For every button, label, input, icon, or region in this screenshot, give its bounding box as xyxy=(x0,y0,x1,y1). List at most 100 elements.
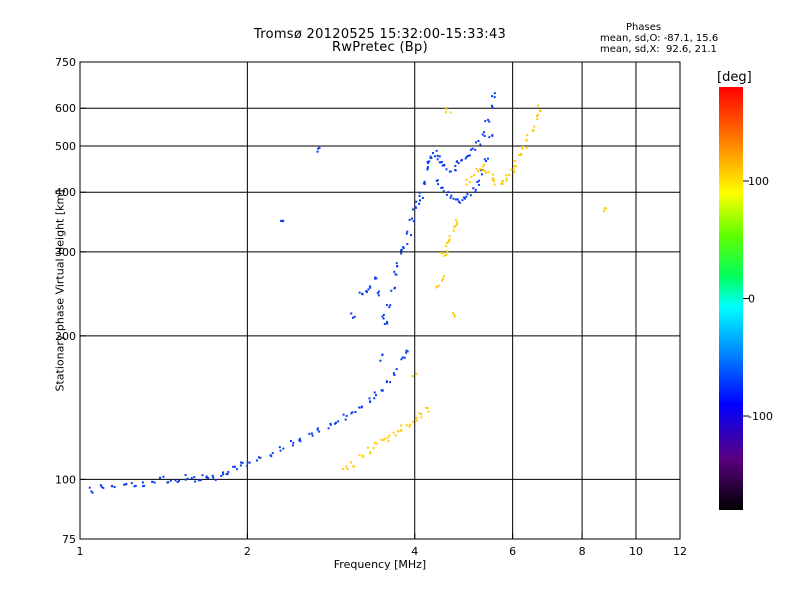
data-point xyxy=(381,389,384,392)
data-point xyxy=(520,152,523,155)
data-point xyxy=(169,479,172,482)
data-point xyxy=(375,442,378,445)
data-point xyxy=(308,432,311,435)
data-point xyxy=(337,420,340,423)
data-point xyxy=(372,447,375,450)
data-point xyxy=(412,220,415,223)
y-tick-labels: 75 100 200 300 400 500 600 750 xyxy=(55,56,86,546)
data-point xyxy=(487,118,490,121)
data-point xyxy=(368,452,371,455)
data-point xyxy=(438,161,441,164)
data-point xyxy=(454,225,457,228)
data-point xyxy=(441,164,444,167)
data-point xyxy=(426,160,429,163)
data-point xyxy=(448,238,451,241)
data-point xyxy=(508,173,511,176)
phases-heading: Phases xyxy=(626,22,662,33)
data-point xyxy=(510,168,513,171)
data-point xyxy=(465,195,468,198)
colorbar-tick-label: -100 xyxy=(748,410,773,423)
data-point xyxy=(246,461,249,464)
x-axis-label: Frequency [MHz] xyxy=(333,558,427,571)
data-point xyxy=(358,454,361,457)
data-point xyxy=(299,440,302,443)
data-point xyxy=(298,439,301,442)
colorbar-unit: [deg] xyxy=(717,70,752,85)
data-point xyxy=(440,186,443,189)
data-point xyxy=(382,313,385,316)
data-point xyxy=(111,485,114,488)
data-point xyxy=(167,481,170,484)
data-point xyxy=(420,416,423,419)
data-point xyxy=(401,356,404,359)
data-point xyxy=(471,147,474,150)
data-point xyxy=(342,468,345,471)
data-point xyxy=(99,484,102,487)
data-point xyxy=(259,456,262,459)
data-point xyxy=(385,304,388,307)
data-point xyxy=(519,154,522,157)
x-tick-label: 10 xyxy=(629,545,643,558)
data-point xyxy=(362,455,365,458)
data-point xyxy=(490,105,493,108)
data-point xyxy=(450,194,453,197)
data-point xyxy=(388,434,391,437)
data-point xyxy=(474,141,477,144)
data-point xyxy=(464,157,467,160)
data-point xyxy=(386,322,389,325)
data-point xyxy=(427,410,430,413)
data-point xyxy=(453,314,456,317)
data-point xyxy=(194,480,197,483)
data-point xyxy=(361,293,364,296)
data-point xyxy=(360,406,363,409)
data-point xyxy=(353,465,356,468)
data-point xyxy=(538,109,541,112)
data-point xyxy=(491,95,494,98)
data-point xyxy=(353,315,356,318)
data-point xyxy=(488,136,491,139)
grid-lines xyxy=(80,62,680,539)
data-point xyxy=(393,374,396,377)
data-point xyxy=(389,304,392,307)
data-point xyxy=(457,162,460,165)
data-point xyxy=(482,131,485,134)
plot-area xyxy=(79,61,681,540)
data-point xyxy=(436,154,439,157)
data-point xyxy=(415,416,418,419)
data-point xyxy=(395,273,398,276)
data-point xyxy=(477,140,480,143)
data-point xyxy=(441,252,444,255)
data-point xyxy=(451,312,454,315)
data-point xyxy=(329,423,332,426)
data-point xyxy=(505,174,508,177)
data-point xyxy=(493,92,496,95)
data-point xyxy=(536,104,539,107)
data-point xyxy=(385,320,388,323)
data-point xyxy=(414,206,417,209)
data-point xyxy=(427,162,430,165)
data-point xyxy=(460,158,463,161)
data-point xyxy=(525,138,528,141)
data-point xyxy=(469,194,472,197)
data-point xyxy=(405,424,408,427)
data-point xyxy=(133,485,136,488)
data-point xyxy=(418,202,421,205)
data-point xyxy=(227,471,230,474)
data-point xyxy=(442,277,445,280)
data-point xyxy=(248,461,251,464)
data-point xyxy=(281,220,284,223)
data-point xyxy=(358,291,361,294)
data-point xyxy=(465,183,468,186)
data-point xyxy=(421,196,424,199)
data-point xyxy=(279,449,282,452)
data-point xyxy=(491,134,494,137)
data-point xyxy=(445,245,448,248)
data-point xyxy=(184,478,187,481)
data-point xyxy=(395,368,398,371)
data-point xyxy=(405,349,408,352)
data-point xyxy=(453,315,456,318)
data-point xyxy=(365,290,368,293)
data-point xyxy=(345,465,348,468)
data-point xyxy=(449,196,452,199)
data-point xyxy=(373,441,376,444)
